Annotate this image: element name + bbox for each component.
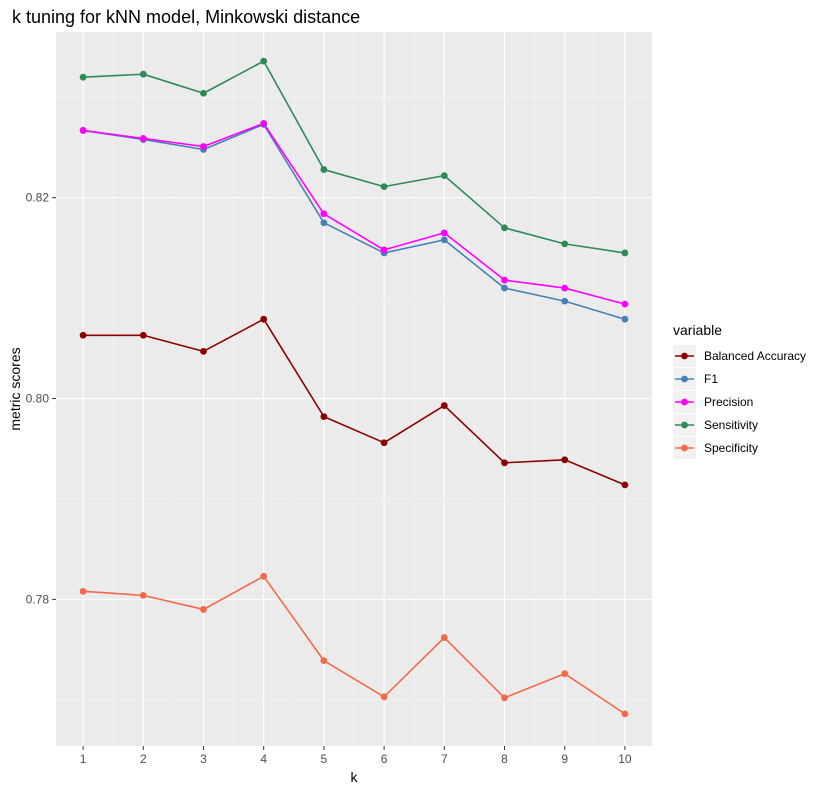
data-point-f1 bbox=[440, 236, 448, 244]
x-tick-label: 8 bbox=[501, 752, 508, 766]
legend-key-point bbox=[681, 352, 688, 360]
data-point-sensitivity bbox=[561, 240, 569, 248]
data-point-balanced-accuracy bbox=[440, 402, 448, 409]
data-point-precision bbox=[79, 127, 87, 134]
series-line-sensitivity bbox=[83, 60, 626, 254]
data-point-sensitivity bbox=[139, 70, 147, 78]
y-axis-title: metric scores bbox=[7, 347, 23, 430]
series-line-precision bbox=[82, 122, 626, 305]
data-point-balanced-accuracy bbox=[200, 347, 207, 355]
x-tick-label: 10 bbox=[618, 752, 632, 766]
data-point-specificity bbox=[561, 670, 569, 678]
legend-title: variable bbox=[673, 322, 722, 338]
series-lines bbox=[82, 60, 626, 715]
data-point-f1 bbox=[320, 219, 328, 227]
data-point-sensitivity bbox=[621, 249, 629, 257]
chart-title: k tuning for kNN model, Minkowski distan… bbox=[12, 7, 360, 27]
legend-key-point bbox=[681, 421, 688, 429]
legend-label: Sensitivity bbox=[704, 418, 758, 432]
y-tick-label: 0.80 bbox=[26, 392, 50, 406]
series-line-f1 bbox=[82, 123, 626, 320]
x-tick-label: 1 bbox=[80, 752, 87, 766]
data-point-balanced-accuracy bbox=[260, 315, 268, 323]
data-point-specificity bbox=[79, 587, 87, 595]
data-point-balanced-accuracy bbox=[79, 331, 87, 339]
legend-label: Balanced Accuracy bbox=[704, 349, 806, 363]
data-point-specificity bbox=[501, 694, 508, 702]
data-point-balanced-accuracy bbox=[380, 439, 388, 447]
data-point-precision bbox=[260, 119, 268, 127]
legend-item-f1: F1 bbox=[673, 368, 718, 390]
data-point-balanced-accuracy bbox=[561, 456, 569, 464]
series-line-balanced-accuracy bbox=[83, 318, 626, 486]
data-point-precision bbox=[561, 284, 569, 292]
x-tick-label: 5 bbox=[321, 752, 328, 766]
y-tick-label: 0.82 bbox=[26, 191, 50, 205]
x-tick-label: 4 bbox=[260, 752, 267, 766]
x-axis: 1 2 3 4 5 6 7 8 9 10 bbox=[80, 746, 632, 766]
data-point-f1 bbox=[621, 315, 629, 323]
data-point-sensitivity bbox=[320, 166, 328, 173]
y-axis: 0.78 0.80 0.82 bbox=[26, 191, 56, 606]
data-point-sensitivity bbox=[200, 89, 207, 97]
data-point-specificity bbox=[440, 634, 448, 641]
data-point-f1 bbox=[561, 297, 569, 305]
legend-item-sensitivity: Sensitivity bbox=[673, 414, 758, 436]
legend-item-specificity: Specificity bbox=[673, 437, 758, 459]
legend-label: Precision bbox=[704, 395, 753, 409]
grid-minor bbox=[56, 32, 652, 746]
x-axis-title: k bbox=[351, 769, 359, 785]
x-tick-label: 9 bbox=[561, 752, 568, 766]
data-point-balanced-accuracy bbox=[320, 413, 328, 421]
legend-key-point bbox=[681, 398, 688, 406]
data-point-sensitivity bbox=[501, 224, 508, 232]
data-point-precision bbox=[501, 276, 508, 284]
data-point-sensitivity bbox=[260, 57, 268, 65]
data-point-sensitivity bbox=[79, 73, 87, 81]
series-points bbox=[79, 57, 629, 718]
data-point-precision bbox=[621, 300, 629, 308]
data-point-specificity bbox=[380, 693, 388, 701]
legend-key-point bbox=[681, 375, 688, 383]
data-point-specificity bbox=[320, 657, 328, 665]
y-tick-label: 0.78 bbox=[26, 592, 50, 606]
x-tick-label: 3 bbox=[200, 752, 207, 766]
data-point-precision bbox=[440, 229, 448, 237]
data-point-precision bbox=[139, 135, 147, 142]
data-point-specificity bbox=[139, 591, 147, 599]
data-point-precision bbox=[380, 246, 388, 254]
x-tick-label: 2 bbox=[140, 752, 147, 766]
data-point-balanced-accuracy bbox=[501, 459, 508, 467]
data-point-balanced-accuracy bbox=[621, 481, 629, 489]
data-point-f1 bbox=[501, 284, 508, 292]
series-line-specificity bbox=[83, 575, 626, 715]
legend-item-balanced-accuracy: Balanced Accuracy bbox=[673, 345, 806, 367]
data-point-precision bbox=[320, 210, 328, 218]
legend-key-point bbox=[681, 444, 688, 452]
data-point-sensitivity bbox=[440, 172, 448, 180]
data-point-balanced-accuracy bbox=[139, 331, 147, 339]
legend-item-precision: Precision bbox=[673, 391, 753, 413]
data-point-specificity bbox=[621, 710, 629, 718]
data-point-specificity bbox=[260, 572, 268, 580]
data-point-precision bbox=[200, 143, 207, 150]
legend: variable Balanced Accuracy F1 Precision Sen… bbox=[673, 322, 806, 459]
x-tick-label: 6 bbox=[381, 752, 388, 766]
data-point-specificity bbox=[200, 606, 207, 613]
legend-label: F1 bbox=[704, 372, 718, 386]
data-point-sensitivity bbox=[380, 183, 388, 191]
legend-label: Specificity bbox=[704, 441, 758, 455]
x-tick-label: 7 bbox=[441, 752, 448, 766]
